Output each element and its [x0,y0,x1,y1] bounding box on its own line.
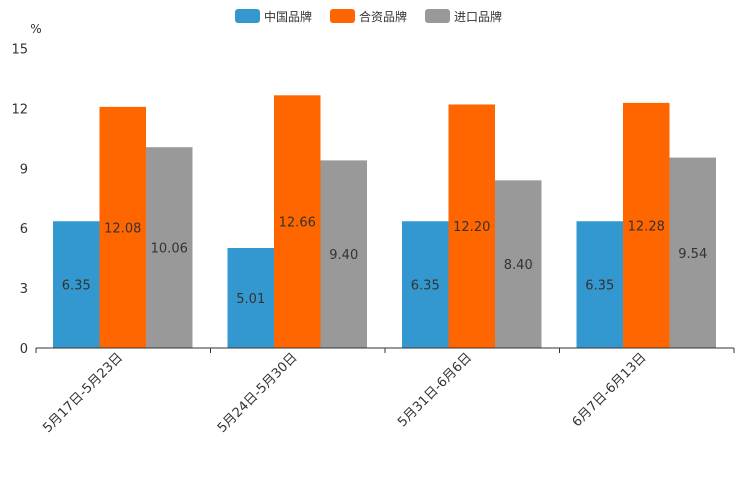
legend-swatch-1 [235,9,260,23]
y-axis-unit-label: % [30,22,41,36]
bar-value-label: 8.40 [504,258,533,273]
bar-value-label: 6.35 [585,279,614,294]
bar-value-label: 9.40 [329,248,358,263]
bar-value-label: 9.54 [678,247,707,262]
bar-value-label: 12.20 [453,220,490,235]
legend-swatch-2 [330,9,355,23]
bar [320,160,367,348]
bar-value-label: 6.35 [411,279,440,294]
bar-value-label: 10.06 [151,242,188,257]
bar [99,106,146,348]
bar [576,221,623,348]
x-tick-label: 5月24日-5月30日 [215,350,301,436]
bar [669,157,716,348]
bar [402,221,449,348]
bar-value-label: 12.28 [628,219,665,234]
bar-value-label: 5.01 [236,292,265,307]
y-tick-label: 15 [11,43,28,58]
bar [227,248,274,348]
y-tick-label: 6 [20,222,28,237]
bar [274,95,321,348]
bar [146,147,193,348]
legend-label-3: 进口品牌 [454,10,502,24]
x-tick-label: 5月31日-6月6日 [395,350,475,430]
bar [448,104,495,348]
legend: 中国品牌 合资品牌 进口品牌 [235,9,502,24]
bar-value-label: 6.35 [62,279,91,294]
bar-value-label: 12.08 [104,221,141,236]
bar [623,102,670,348]
x-tick-label: 6月7日-6月13日 [570,350,650,430]
bar [495,180,542,348]
bar [53,221,100,348]
y-tick-label: 12 [11,102,28,117]
x-axis: 5月17日-5月23日 5月24日-5月30日 5月31日-6月6日 6月7日-6月1… [35,347,735,436]
y-axis: 0 3 6 9 12 15 [11,43,28,357]
legend-label-2: 合资品牌 [359,9,407,24]
x-tick-label: 5月17日-5月23日 [40,350,126,436]
legend-label-1: 中国品牌 [264,9,312,24]
y-tick-label: 9 [20,162,28,177]
y-tick-label: 3 [20,282,28,297]
y-tick-label: 0 [20,342,28,357]
bar-value-label: 12.66 [279,216,316,231]
legend-swatch-3 [425,9,450,23]
bar-series: 6.35 12.08 10.06 5.01 12.66 9.40 6.35 12.20 8.40… [53,95,716,348]
